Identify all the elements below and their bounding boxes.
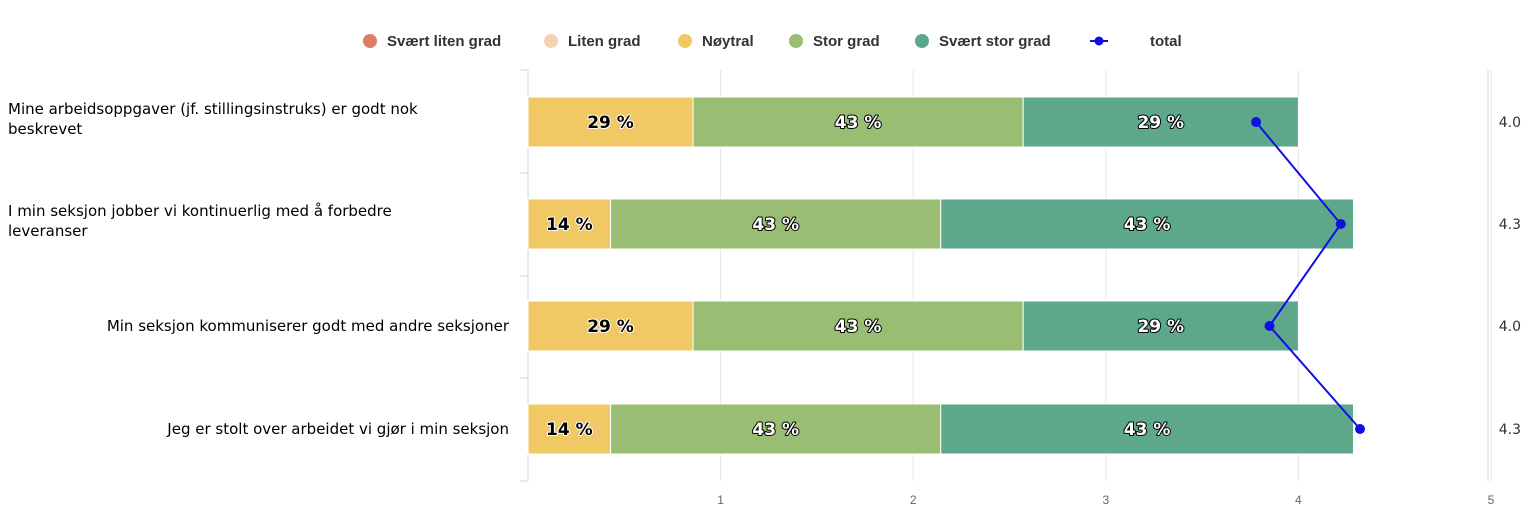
legend-label-1: Liten grad <box>568 33 641 50</box>
right-axis-labels: 4.0 4.3 4.0 4.3 <box>1499 115 1521 438</box>
data-label-1-2: 14 % <box>546 215 593 235</box>
category-label-0: Mine arbeidsoppgaver (jf. stillingsinstr… <box>8 100 418 138</box>
data-label-3-3: 43 % <box>752 420 799 440</box>
x-tick-label-1: 1 <box>717 493 724 507</box>
bar-1-2 <box>527 198 612 250</box>
bar-2-2 <box>527 300 694 352</box>
data-label-2-2: 29 % <box>587 317 634 337</box>
category-label-3: Jeg er stolt over arbeidet vi gjør i min… <box>166 420 509 438</box>
total-point-1 <box>1335 219 1346 229</box>
bar-0-3 <box>692 96 1024 148</box>
x-tick-label-4: 4 <box>1295 493 1302 507</box>
legend-label-total: total <box>1150 33 1182 50</box>
legend-label-4: Svært stor grad <box>939 33 1051 50</box>
bar-1-3 <box>610 198 942 250</box>
legend: Svært liten grad Liten grad Nøytral Stor gr… <box>363 33 1182 50</box>
legend-label-3: Stor grad <box>813 33 880 50</box>
legend-marker-1 <box>544 34 558 48</box>
bar-2-4 <box>1022 300 1299 352</box>
data-label-1-4: 43 % <box>1124 215 1171 235</box>
bar-3-4 <box>940 403 1354 455</box>
data-label-0-4: 29 % <box>1137 113 1184 133</box>
bar-3-3 <box>610 403 942 455</box>
x-tick-label-5: 5 <box>1488 493 1495 507</box>
bar-2-3 <box>692 300 1024 352</box>
data-label-0-2: 29 % <box>587 113 634 133</box>
legend-label-2: Nøytral <box>702 33 754 50</box>
category-labels: Mine arbeidsoppgaver (jf. stillingsinstr… <box>8 100 510 438</box>
category-label-1: I min seksjon jobber vi kontinuerlig med… <box>8 202 392 240</box>
category-label-2: Min seksjon kommuniserer godt med andre … <box>107 317 510 335</box>
legend-marker-2 <box>678 34 692 48</box>
x-tick-label-3: 3 <box>1102 493 1109 507</box>
legend-marker-0 <box>363 34 377 48</box>
data-labels: 29 % 43 % 29 % 14 % 43 % 43 % 29 % 43 % 29 % 14 %… <box>545 112 1185 441</box>
legend-label-0: Svært liten grad <box>387 33 501 50</box>
total-point-0 <box>1251 117 1262 127</box>
data-label-2-4: 29 % <box>1137 317 1184 337</box>
bar-3-2 <box>527 403 612 455</box>
total-line <box>1251 117 1366 434</box>
x-tick-label-2: 2 <box>910 493 917 507</box>
right-label-1: 4.3 <box>1499 217 1521 233</box>
total-point-2 <box>1264 321 1275 331</box>
data-label-3-2: 14 % <box>546 420 593 440</box>
bars <box>527 96 1354 455</box>
total-point-3 <box>1355 424 1366 434</box>
right-label-2: 4.0 <box>1499 319 1521 335</box>
legend-marker-4 <box>915 34 929 48</box>
right-label-0: 4.0 <box>1499 115 1521 131</box>
legend-marker-3 <box>789 34 803 48</box>
bar-1-4 <box>940 198 1354 250</box>
right-label-3: 4.3 <box>1499 422 1521 438</box>
data-label-0-3: 43 % <box>835 113 882 133</box>
data-label-2-3: 43 % <box>835 317 882 337</box>
data-label-3-4: 43 % <box>1124 420 1171 440</box>
total-line-path <box>1255 121 1361 430</box>
legend-marker-total <box>1094 36 1104 46</box>
data-label-1-3: 43 % <box>752 215 799 235</box>
